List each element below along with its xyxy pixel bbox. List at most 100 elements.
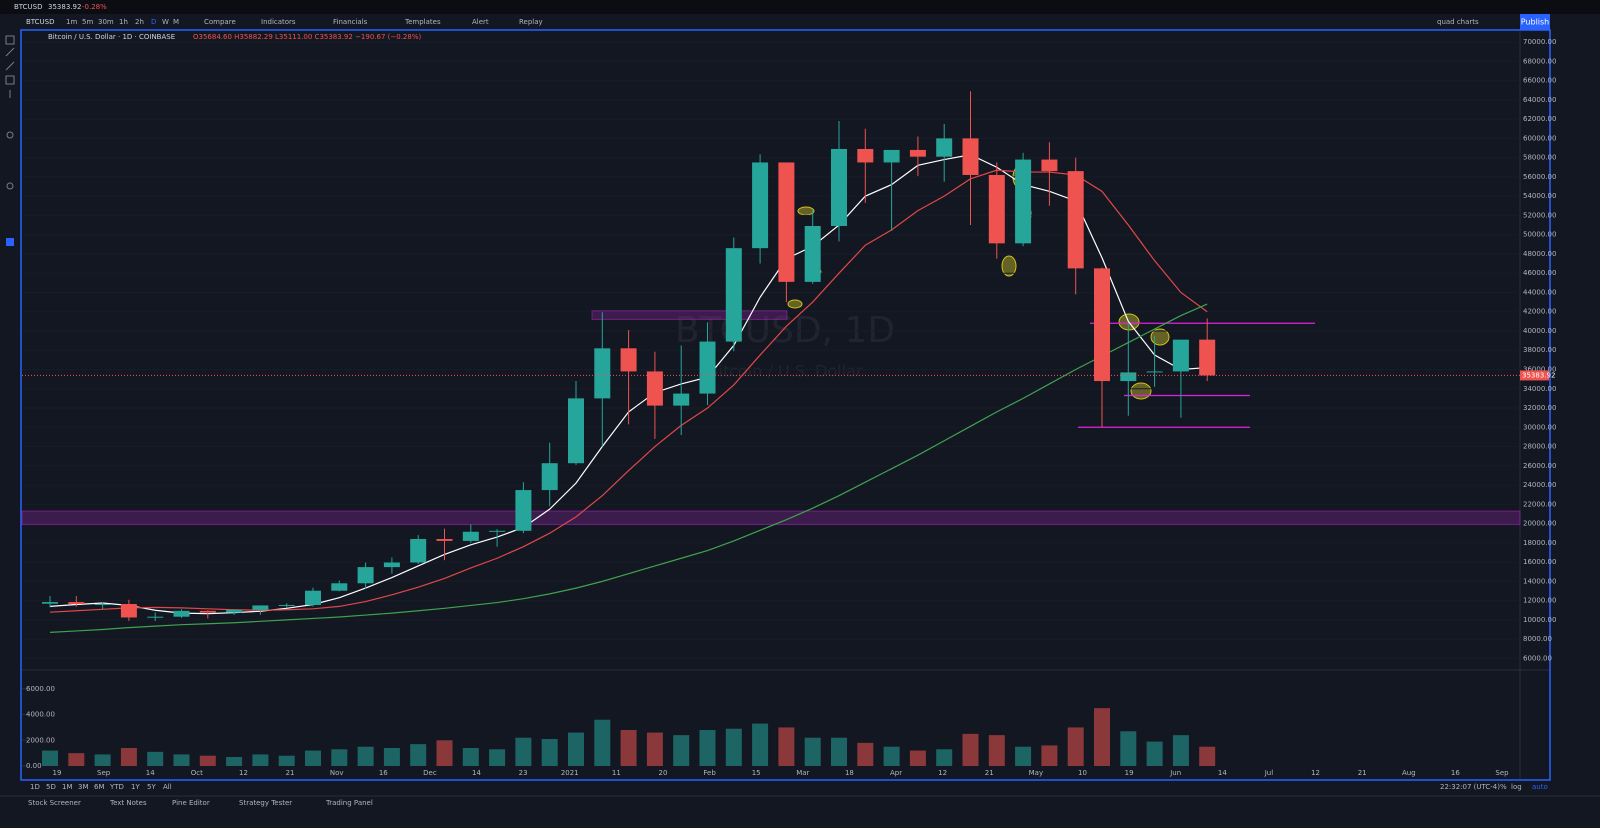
x-tick-label: 10 — [1078, 769, 1087, 777]
annotation-ellipse — [1001, 255, 1017, 277]
symbol-search[interactable]: BTCUSD — [26, 18, 55, 26]
x-tick-label: Sep — [1495, 769, 1509, 777]
candle-body — [252, 605, 269, 610]
interval-button[interactable]: D — [151, 18, 156, 26]
candle-body — [883, 149, 900, 163]
layout-name[interactable]: quad charts — [1437, 18, 1479, 26]
range-button[interactable]: 3M — [78, 783, 89, 791]
toolbar-button[interactable]: Templates — [404, 18, 441, 26]
volume-tick-label: 4000.00 — [26, 711, 55, 719]
volume-bar — [357, 746, 374, 766]
tool-icon[interactable] — [5, 75, 15, 85]
candle-body — [226, 609, 243, 613]
range-button[interactable]: 5D — [46, 783, 56, 791]
range-button[interactable]: 1M — [62, 783, 73, 791]
volume-bar — [673, 735, 690, 766]
toolbar-button[interactable]: Financials — [333, 18, 368, 26]
volume-bar — [778, 727, 795, 766]
interval-button[interactable]: 30m — [98, 18, 114, 26]
active-chart-frame — [20, 29, 1551, 781]
bottom-tab[interactable]: Text Notes — [109, 799, 147, 807]
candle-body — [831, 148, 847, 227]
x-tick-label: 18 — [845, 769, 854, 777]
toolbar-button[interactable]: Alert — [472, 18, 489, 26]
volume-bar — [1120, 731, 1137, 766]
toolbar-button[interactable]: Compare — [204, 18, 236, 26]
range-button[interactable]: 6M — [94, 783, 105, 791]
left-toolbar — [0, 30, 21, 828]
x-tick-label: 19 — [53, 769, 62, 777]
range-button[interactable]: 5Y — [147, 783, 156, 791]
symbol-description: Bitcoin / U.S. Dollar · 1D · COINBASE — [48, 33, 175, 41]
candle-body — [489, 530, 506, 532]
right-sidebar — [1550, 14, 1600, 828]
interval-button[interactable]: 1m — [66, 18, 77, 26]
candle-body — [988, 174, 1005, 244]
x-tick-label: Dec — [423, 769, 437, 777]
toolbar-button[interactable]: Replay — [519, 18, 543, 26]
x-tick-label: Jul — [1264, 769, 1274, 777]
interval-button[interactable]: M — [173, 18, 179, 26]
candle-body — [804, 226, 821, 282]
x-tick-label: Sep — [97, 769, 111, 777]
tool-icon[interactable] — [5, 61, 15, 71]
scale-toggle[interactable]: log — [1511, 783, 1522, 791]
interval-button[interactable]: 2h — [135, 18, 144, 26]
bottom-tab[interactable]: Trading Panel — [325, 799, 373, 807]
volume-bar — [909, 750, 926, 766]
publish-label[interactable]: Publish — [1521, 18, 1550, 27]
bottom-tab[interactable]: Pine Editor — [172, 799, 210, 807]
interval-button[interactable]: W — [162, 18, 169, 26]
tool-icon[interactable] — [6, 131, 14, 139]
y-tick-label: 44000.00 — [1523, 288, 1556, 296]
annotation-ellipse — [1130, 382, 1152, 400]
volume-bar — [120, 748, 137, 766]
y-tick-label: 18000.00 — [1523, 539, 1556, 547]
candle-body — [462, 531, 479, 541]
tab-change: -0.28% — [82, 3, 107, 11]
tool-icon[interactable] — [5, 35, 15, 45]
volume-bar — [226, 757, 243, 766]
candle-body — [1172, 339, 1189, 372]
y-tick-label: 38000.00 — [1523, 346, 1556, 354]
publish-button[interactable] — [1520, 14, 1550, 30]
range-button[interactable]: YTD — [109, 783, 124, 791]
x-tick-label: 16 — [379, 769, 388, 777]
volume-bar — [831, 737, 847, 766]
candle-body — [515, 490, 532, 531]
interval-button[interactable]: 1h — [119, 18, 128, 26]
bottom-tab[interactable]: Strategy Tester — [239, 799, 292, 807]
y-tick-label: 54000.00 — [1523, 192, 1556, 200]
tool-icon[interactable] — [5, 47, 15, 57]
tab-symbol: BTCUSD — [14, 3, 43, 11]
toolbar-button[interactable]: Indicators — [261, 18, 296, 26]
volume-bar — [594, 719, 611, 766]
scale-toggle[interactable]: auto — [1532, 783, 1548, 791]
tool-icon[interactable] — [6, 238, 14, 246]
volume-bar — [462, 748, 479, 766]
range-button[interactable]: 1D — [30, 783, 40, 791]
y-tick-label: 28000.00 — [1523, 443, 1556, 451]
interval-button[interactable]: 5m — [82, 18, 93, 26]
y-tick-label: 34000.00 — [1523, 385, 1556, 393]
range-button[interactable]: All — [163, 783, 172, 791]
volume-bar — [1041, 745, 1058, 766]
candle-body — [383, 562, 400, 568]
x-tick-label: 21 — [1358, 769, 1367, 777]
candle-body — [620, 348, 637, 372]
scale-toggle[interactable]: % — [1500, 783, 1507, 791]
volume-bar — [699, 730, 716, 766]
candle-body — [68, 602, 85, 604]
y-tick-label: 30000.00 — [1523, 423, 1556, 431]
x-tick-label: Mar — [796, 769, 809, 777]
tool-icon[interactable] — [6, 182, 14, 190]
candle-body — [646, 371, 663, 406]
bottom-tab[interactable]: Stock Screener — [28, 799, 81, 807]
candle-body — [1094, 268, 1110, 382]
x-tick-label: Apr — [890, 769, 902, 777]
y-tick-label: 56000.00 — [1523, 173, 1556, 181]
range-button[interactable]: 1Y — [131, 783, 140, 791]
ohlc-values: O35684.60 H35882.29 L35111.00 C35383.92 … — [193, 33, 421, 41]
x-tick-label: 19 — [1125, 769, 1134, 777]
candle-body — [936, 138, 953, 157]
